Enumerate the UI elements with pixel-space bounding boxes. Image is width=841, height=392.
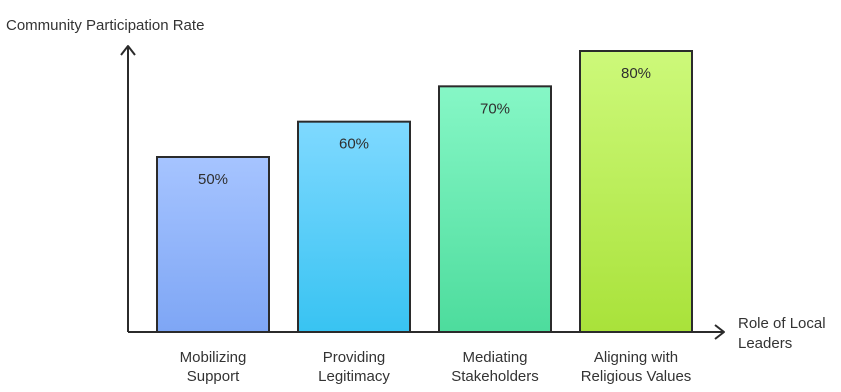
x-axis-arrowhead xyxy=(714,324,725,340)
category-labels: Mobilizing Support Providing Legitimacy Medi… xyxy=(180,349,692,385)
category-label-0-line-1: Mobilizing xyxy=(180,349,247,366)
category-label-1-line-1: Providing xyxy=(323,349,386,366)
category-label-2: Mediating Stakeholders xyxy=(451,349,539,385)
bar-2 xyxy=(438,85,552,334)
data-label-3: 80% xyxy=(621,65,651,82)
x-axis-title: Role of Local Leaders xyxy=(738,315,830,352)
data-labels: 50% 60% 70% 80% xyxy=(198,65,651,188)
category-label-2-line-2: Stakeholders xyxy=(451,368,539,385)
category-label-3-line-1: Aligning with xyxy=(594,349,678,366)
y-axis-title: Community Participation Rate xyxy=(6,17,204,34)
category-label-0: Mobilizing Support xyxy=(180,349,247,385)
x-axis-title-line-2: Leaders xyxy=(738,335,792,352)
category-label-3: Aligning with Religious Values xyxy=(581,349,692,385)
category-label-0-line-2: Support xyxy=(187,368,240,385)
data-label-1: 60% xyxy=(339,136,369,153)
bar-0 xyxy=(156,156,270,333)
data-label-0: 50% xyxy=(198,171,228,188)
y-axis-arrowhead xyxy=(120,45,136,56)
bar-1 xyxy=(297,120,411,333)
bar-3 xyxy=(579,50,693,333)
x-axis-title-line-1: Role of Local xyxy=(738,315,826,332)
category-label-3-line-2: Religious Values xyxy=(581,368,692,385)
category-label-2-line-1: Mediating xyxy=(462,349,527,366)
bars xyxy=(156,50,693,334)
category-label-1-line-2: Legitimacy xyxy=(318,368,390,385)
data-label-2: 70% xyxy=(480,100,510,117)
category-label-1: Providing Legitimacy xyxy=(318,349,390,385)
